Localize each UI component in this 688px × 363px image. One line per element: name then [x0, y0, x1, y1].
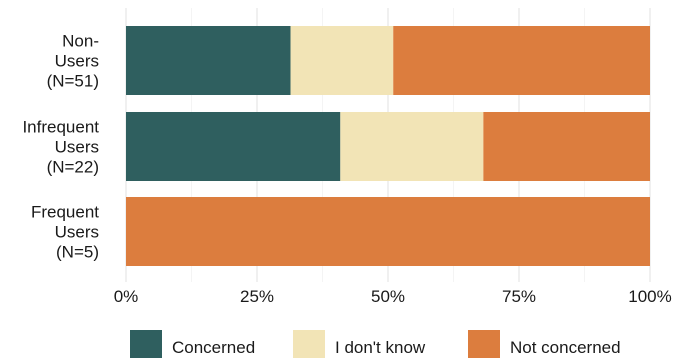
x-tick-label: 50%	[371, 287, 405, 306]
category-label-line: (N=5)	[56, 243, 99, 262]
x-tick-label: 0%	[114, 287, 139, 306]
category-label-line: Users	[55, 52, 99, 71]
x-tick-label: 100%	[628, 287, 671, 306]
bar-not-concerned-1	[483, 112, 650, 181]
legend-label: Concerned	[172, 338, 255, 357]
bar-i-don-t-know-0	[290, 26, 394, 95]
category-label-line: (N=51)	[47, 72, 99, 91]
bar-concerned-1	[126, 112, 341, 181]
bar-not-concerned-0	[393, 26, 650, 95]
bars	[126, 26, 650, 266]
category-label: Frequent Users (N=5)	[31, 203, 99, 262]
bar-concerned-0	[126, 26, 291, 95]
category-labels: Non-Users (N=51)Infrequent Users (N=22)Freq…	[22, 32, 99, 262]
category-label-line: Infrequent	[22, 118, 99, 137]
category-label-line: (N=22)	[47, 158, 99, 177]
category-label-line: Non-	[62, 32, 99, 51]
bar-not-concerned-2	[126, 197, 650, 266]
category-label: Non-Users (N=51)	[47, 32, 99, 91]
legend-swatch	[468, 330, 500, 358]
legend: Concerned I don't know Not concerned	[130, 330, 621, 358]
category-label-line: Frequent	[31, 203, 99, 222]
x-tick-labels: 0% 25% 50% 75% 100%	[114, 287, 672, 306]
x-tick-label: 75%	[502, 287, 536, 306]
category-label-line: Users	[55, 223, 99, 242]
legend-label: I don't know	[335, 338, 426, 357]
legend-swatch	[130, 330, 162, 358]
category-label: Infrequent Users (N=22)	[22, 118, 99, 177]
bar-i-don-t-know-1	[340, 112, 484, 181]
x-tick-label: 25%	[240, 287, 274, 306]
legend-label: Not concerned	[510, 338, 621, 357]
category-label-line: Users	[55, 138, 99, 157]
legend-swatch	[293, 330, 325, 358]
